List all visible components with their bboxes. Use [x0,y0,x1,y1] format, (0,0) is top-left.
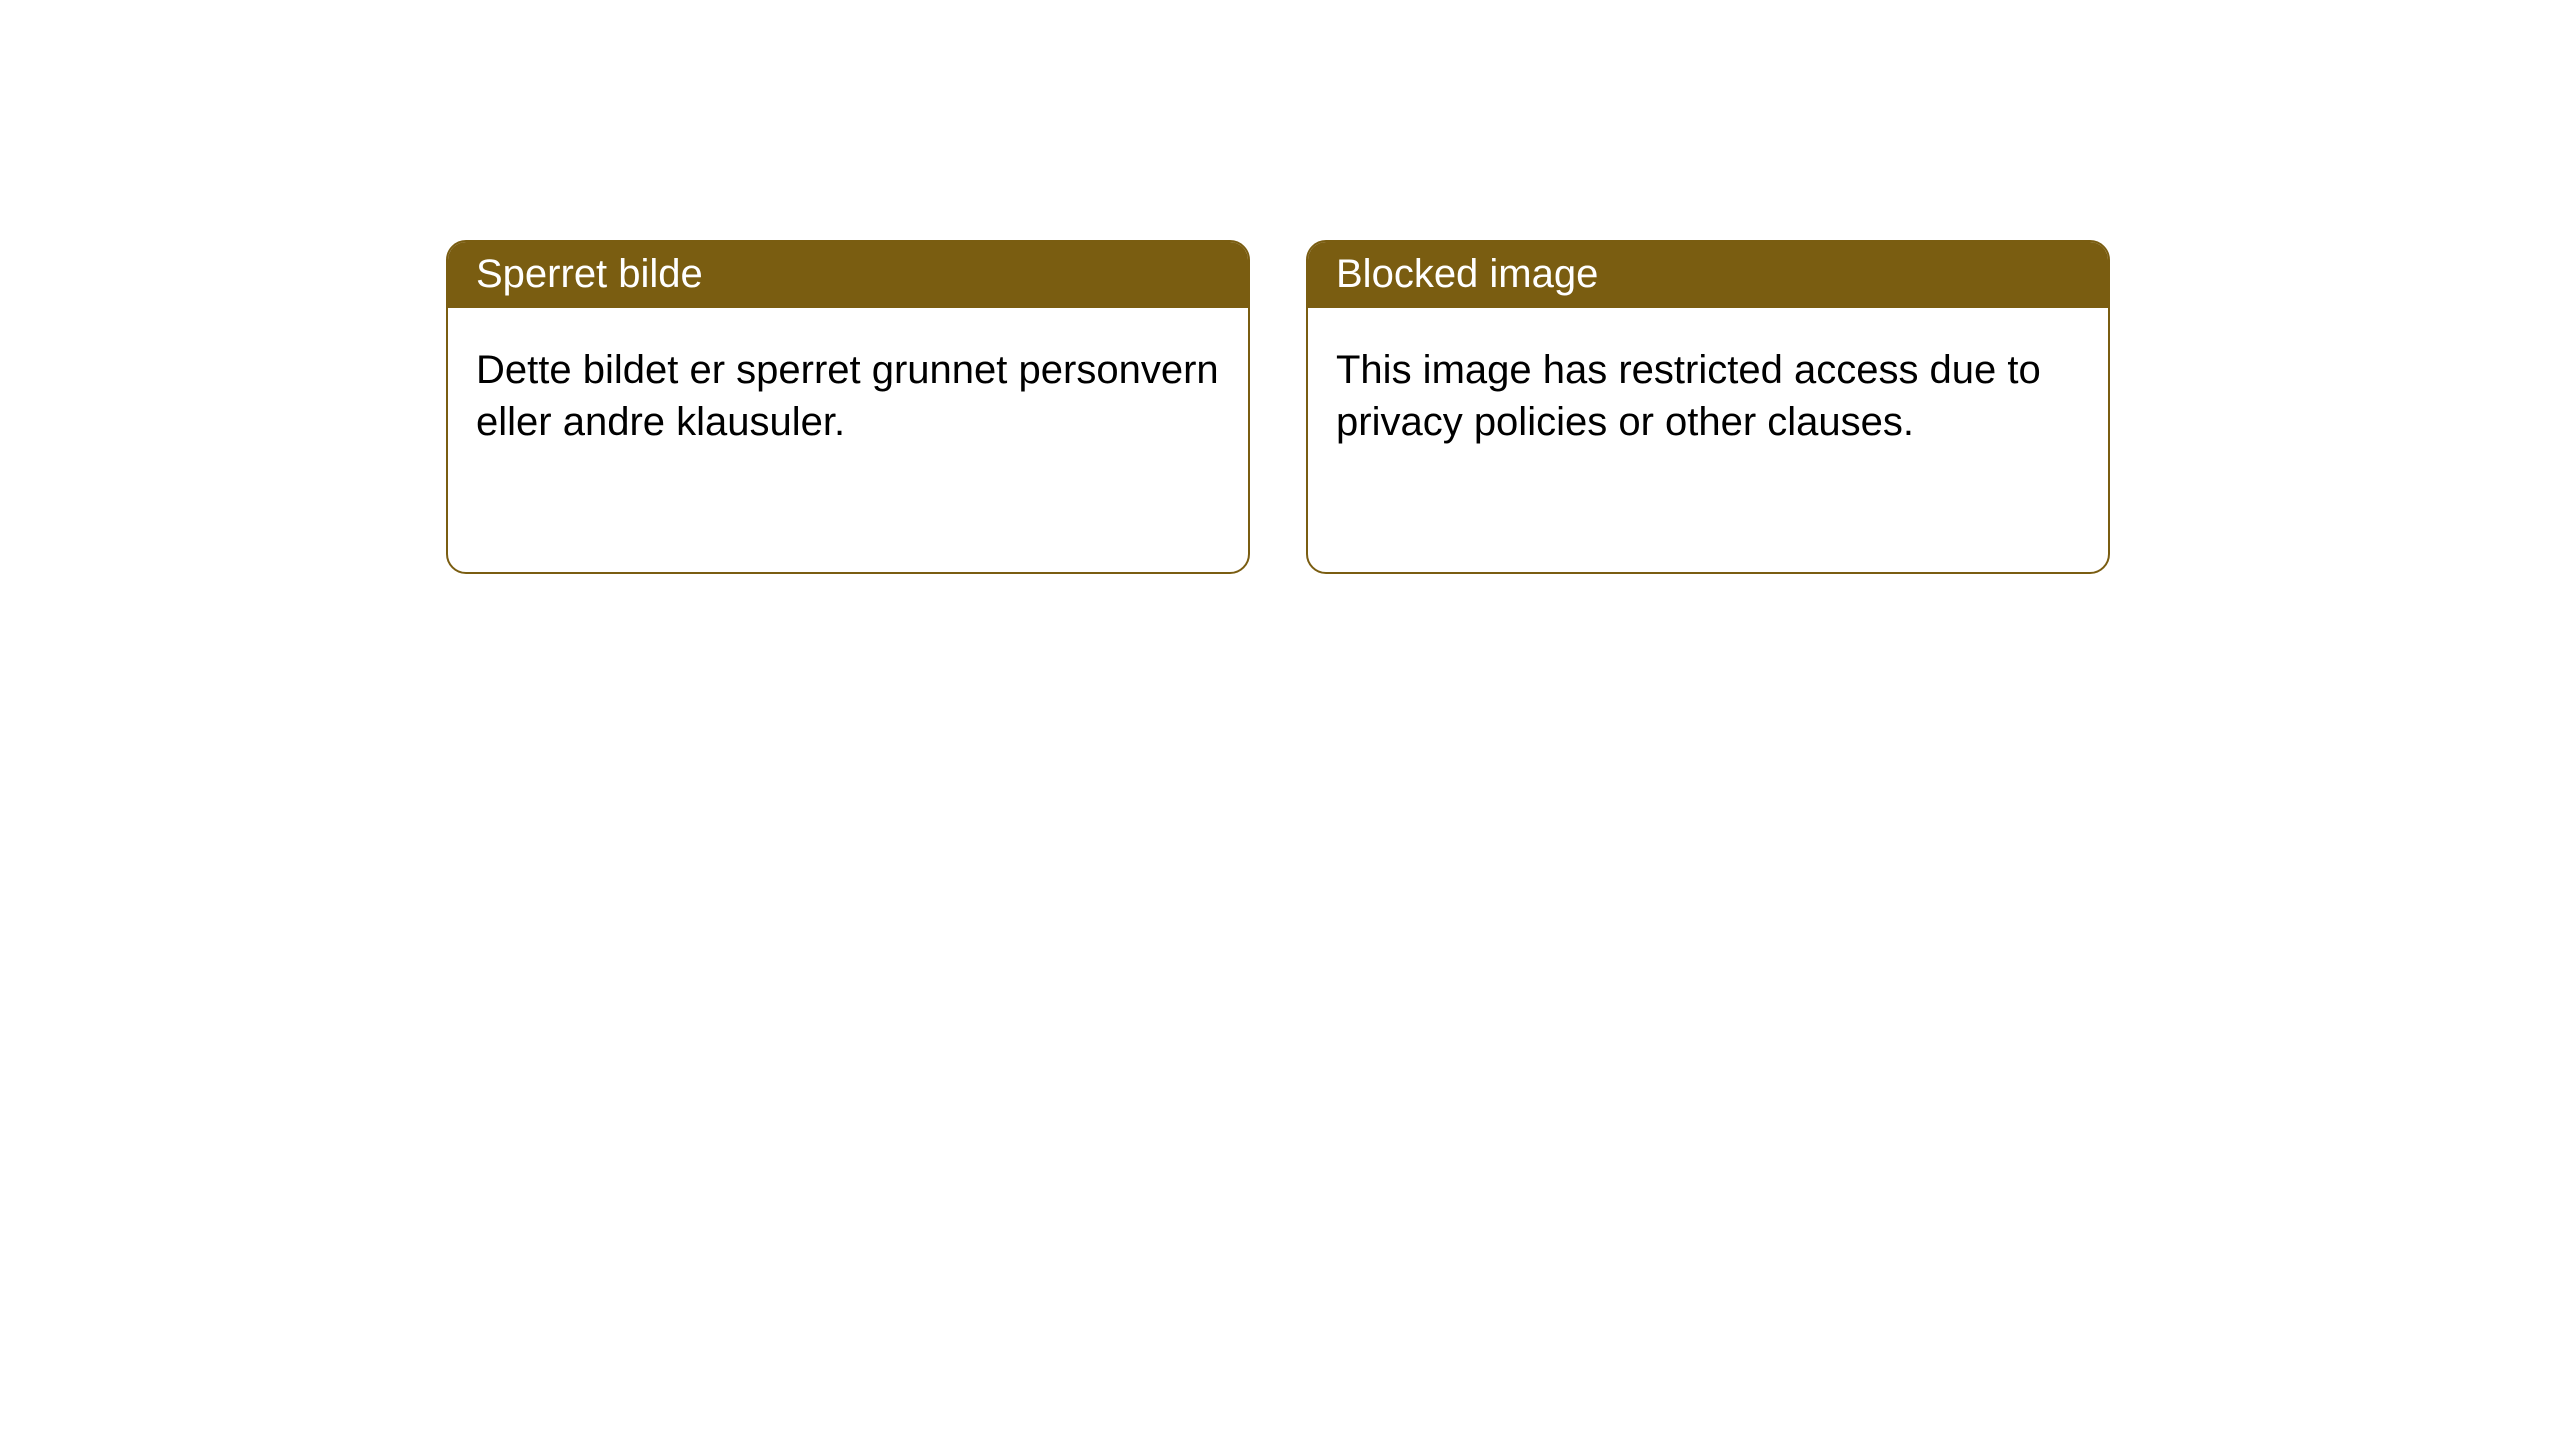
blocked-image-card-en: Blocked image This image has restricted … [1306,240,2110,574]
card-header: Sperret bilde [448,242,1248,308]
card-header: Blocked image [1308,242,2108,308]
card-title: Sperret bilde [476,252,703,296]
card-message: This image has restricted access due to … [1336,348,2041,444]
card-body: This image has restricted access due to … [1308,308,2108,484]
card-body: Dette bildet er sperret grunnet personve… [448,308,1248,484]
notice-container: Sperret bilde Dette bildet er sperret gr… [0,0,2560,574]
card-title: Blocked image [1336,252,1598,296]
card-message: Dette bildet er sperret grunnet personve… [476,348,1219,444]
blocked-image-card-no: Sperret bilde Dette bildet er sperret gr… [446,240,1250,574]
